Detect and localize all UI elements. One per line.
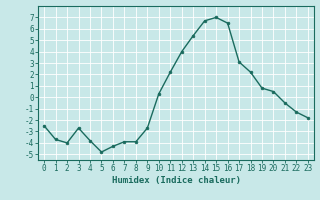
- X-axis label: Humidex (Indice chaleur): Humidex (Indice chaleur): [111, 176, 241, 185]
